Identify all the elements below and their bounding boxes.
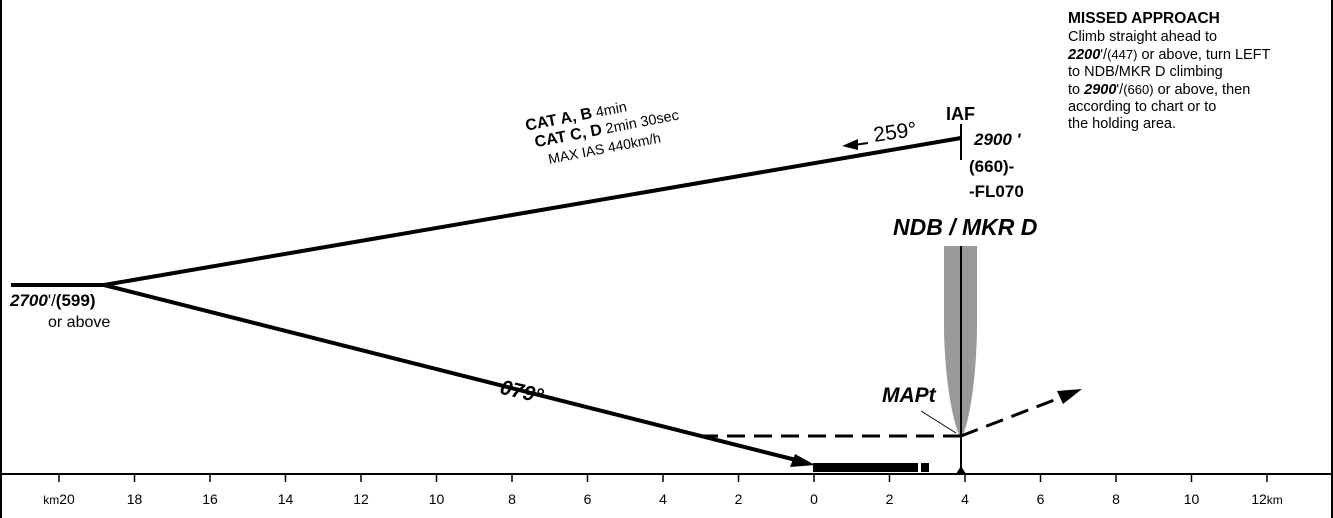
scale-tick-label: 18 <box>127 491 143 507</box>
runway-end <box>921 463 929 472</box>
scale-tick-label: 10 <box>429 491 445 507</box>
missed-approach-line-4-rest: or above, then <box>1153 82 1251 98</box>
missed-approach-alt-2200: 2200 <box>1068 47 1101 63</box>
scale-tick-label: 4 <box>659 491 667 507</box>
missed-approach-line-2: 2200'/(447) or above, turn LEFT <box>1068 46 1330 64</box>
missed-approach-height-660: (660) <box>1123 82 1154 97</box>
runway-bar <box>813 463 918 472</box>
scale-tick-label: 8 <box>1112 491 1120 507</box>
missed-approach-height-447: (447) <box>1107 47 1138 62</box>
entry-altitude-height: (599) <box>55 291 96 310</box>
scale-tick-label: 2 <box>886 491 894 507</box>
scale-unit-right: km <box>1267 493 1283 507</box>
missed-approach-unit-2200: '/ <box>1100 47 1108 63</box>
missed-approach-line-4-pre: to <box>1068 82 1085 98</box>
scale-tick-label: 10 <box>1184 491 1200 507</box>
missed-approach-line-3: to NDB/MKR D climbing <box>1068 64 1223 80</box>
scale-tick-label: 0 <box>810 491 818 507</box>
iaf-altitude: 2900 ' <box>974 130 1021 149</box>
scale-tick-label: 14 <box>278 491 294 507</box>
entry-altitude: 2700'/(599) <box>10 291 95 311</box>
distance-scale-ticks: km20 18 16 14 12 10 8 6 4 2 0 2 4 6 8 10 12km <box>43 474 1283 507</box>
scale-tick-label: 12km <box>1251 491 1283 507</box>
missed-approach-box: MISSED APPROACH Climb straight ahead to … <box>1068 10 1330 133</box>
entry-altitude-unit: '/ <box>47 291 56 310</box>
scale-tick-label: 6 <box>584 491 592 507</box>
mapt-label: MAPt <box>882 384 936 407</box>
entry-altitude-note: or above <box>48 314 111 331</box>
scale-tick-label: 8 <box>508 491 516 507</box>
missed-approach-line-2-rest: or above, turn LEFT <box>1137 47 1271 63</box>
iaf-flight-level: -FL070 <box>969 182 1024 201</box>
iaf-label: IAF <box>946 104 975 124</box>
outbound-track <box>103 136 962 287</box>
missed-approach-title: MISSED APPROACH <box>1068 10 1220 27</box>
scale-tick-label: 16 <box>202 491 218 507</box>
ndb-mkr-label: NDB / MKR D <box>893 214 1038 240</box>
ndb-station-symbol <box>956 466 966 474</box>
missed-approach-climb-dashed <box>960 395 1063 438</box>
scale-tick-label: 6 <box>1037 491 1045 507</box>
inbound-track <box>103 283 801 463</box>
missed-approach-line-6: the holding area. <box>1068 116 1177 132</box>
inbound-arrowhead <box>790 454 815 467</box>
missed-approach-line-4: to 2900'/(660) or above, then <box>1068 81 1330 99</box>
course-259-arrowhead <box>842 139 858 150</box>
missed-approach-arrowhead <box>1057 389 1082 404</box>
scale-tick-label: 4 <box>961 491 969 507</box>
missed-approach-line-1: Climb straight ahead to <box>1068 29 1218 45</box>
scale-tick-label: 2 <box>735 491 743 507</box>
missed-approach-unit-2900: '/ <box>1116 82 1124 98</box>
entry-altitude-value: 2700 <box>10 291 48 310</box>
mapt-leader <box>920 410 957 434</box>
missed-approach-line-5: according to chart or to <box>1068 99 1217 115</box>
iaf-height: (660)- <box>969 157 1015 176</box>
scale-tick-label: 12 <box>353 491 369 507</box>
scale-tick-label: km20 <box>43 491 75 507</box>
missed-approach-alt-2900: 2900 <box>1084 82 1117 98</box>
scale-unit-left: km <box>43 493 59 507</box>
